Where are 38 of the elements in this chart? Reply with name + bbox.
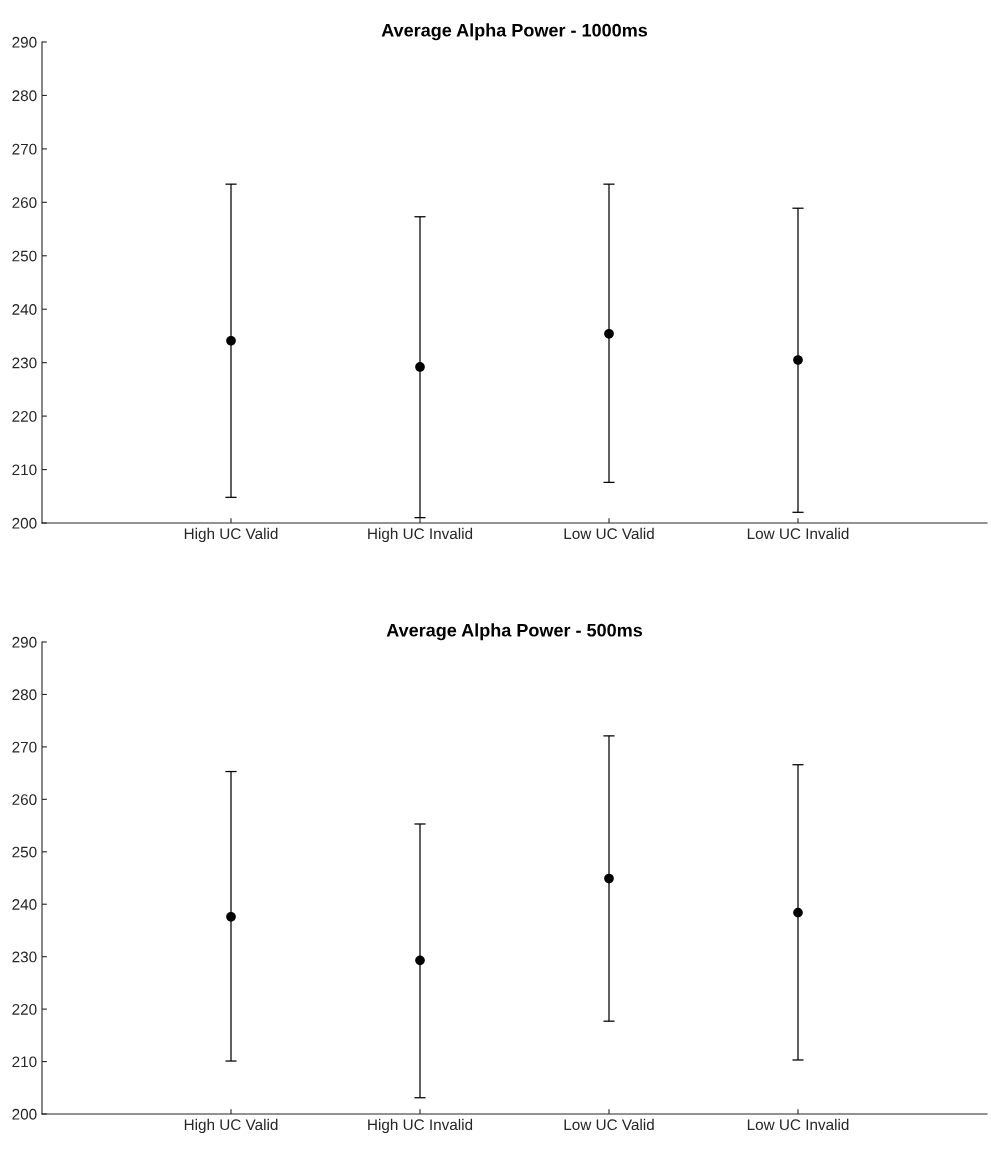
x-tick-label: Low UC Invalid [747, 527, 849, 540]
y-tick-label: 290 [12, 636, 37, 648]
y-tick-label: 280 [12, 90, 37, 102]
point [415, 362, 425, 372]
y-tick-label: 220 [12, 410, 37, 422]
y-tick-label: 210 [12, 464, 37, 476]
point [226, 335, 236, 346]
y-tick-label: 260 [12, 794, 37, 806]
y-tick-label: 270 [12, 143, 37, 155]
point [604, 873, 614, 884]
y-tick-label: 250 [12, 846, 37, 858]
point [415, 955, 425, 966]
y-tick-label: 280 [12, 689, 37, 701]
y-tick-label: 200 [12, 517, 37, 529]
y-tick-label: 290 [12, 36, 37, 48]
y-tick-label: 230 [12, 951, 37, 963]
point [793, 355, 803, 365]
y-tick-label: 250 [12, 250, 37, 262]
x-tick-label: High UC Valid [184, 1118, 278, 1134]
point [226, 911, 236, 922]
y-tick-label: 270 [12, 741, 37, 753]
y-tick-label: 210 [12, 1056, 37, 1068]
x-tick-label: High UC Valid [184, 527, 278, 543]
x-tick-label: Low UC Valid [564, 527, 654, 540]
chart-title: Average Alpha Power - 500ms [386, 623, 643, 641]
x-tick-label: High UC Invalid [368, 1118, 473, 1134]
y-tick-label: 200 [12, 1108, 37, 1120]
y-tick-label: 220 [12, 1003, 37, 1015]
y-tick-label: 260 [12, 197, 37, 209]
point [604, 328, 614, 339]
y-tick-label: 240 [12, 899, 37, 910]
y-tick-label: 240 [12, 304, 37, 315]
chart-title: Average Alpha Power - 1000ms [381, 23, 648, 41]
y-tick-label: 230 [12, 357, 37, 369]
x-tick-label: Low UC Valid [564, 1118, 654, 1131]
point [793, 907, 803, 918]
x-tick-label: Low UC Invalid [747, 1118, 849, 1131]
x-tick-label: High UC Invalid [368, 527, 473, 543]
